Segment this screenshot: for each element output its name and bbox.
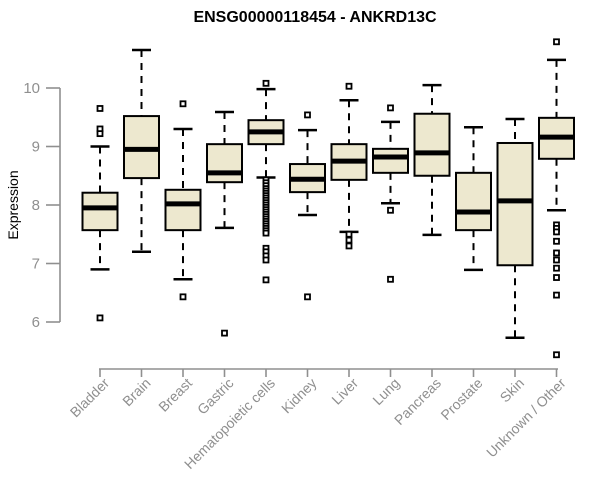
- chart-title: ENSG00000118454 - ANKRD13C: [193, 9, 437, 26]
- outlier-point: [345, 230, 353, 238]
- x-tick-label: Liver: [328, 375, 361, 408]
- plot-area: [81, 38, 575, 359]
- x-tick-label: Skin: [497, 375, 528, 406]
- outlier-point: [262, 79, 270, 87]
- box-prostate: [455, 125, 492, 272]
- outlier-point: [96, 130, 104, 138]
- y-axis-label: Expression: [5, 170, 21, 239]
- outlier-point: [304, 111, 311, 119]
- box-unknown-other: [538, 38, 575, 359]
- box-pancreas: [413, 83, 451, 237]
- x-tick-label: Breast: [155, 375, 195, 415]
- iqr-box: [413, 112, 451, 177]
- outlier-point: [387, 275, 394, 283]
- x-tick-label: Unknown / Other: [483, 375, 569, 461]
- x-tick-label: Prostate: [437, 375, 485, 423]
- outlier-point: [553, 256, 560, 264]
- y-tick-label: 10: [23, 80, 40, 97]
- iqr-box: [164, 188, 202, 232]
- x-tick-label: Bladder: [67, 375, 113, 421]
- box-hematopoietic-cells: [247, 79, 285, 284]
- iqr-box: [455, 171, 492, 232]
- outlier-point: [304, 293, 311, 301]
- outlier-point: [553, 237, 560, 245]
- box-breast: [164, 100, 202, 301]
- iqr-box: [81, 191, 119, 232]
- x-tick-label: Kidney: [278, 375, 320, 417]
- box-kidney: [289, 111, 326, 301]
- outlier-point: [553, 249, 560, 257]
- x-tick-label: Brain: [119, 375, 153, 409]
- outlier-point: [387, 104, 394, 112]
- y-tick-label: 7: [32, 256, 40, 273]
- outlier-point: [96, 314, 104, 322]
- outlier-point: [553, 38, 560, 46]
- box-gastric: [206, 110, 243, 337]
- outlier-point: [345, 82, 353, 90]
- y-tick-label: 9: [32, 139, 40, 156]
- outlier-point: [262, 229, 270, 237]
- outlier-point: [262, 276, 270, 284]
- outlier-point: [553, 274, 560, 281]
- y-tick-label: 6: [32, 314, 40, 331]
- box-bladder: [81, 105, 119, 322]
- box-liver: [330, 82, 368, 250]
- outlier-point: [553, 264, 560, 272]
- outlier-point: [345, 242, 353, 250]
- outlier-point: [179, 293, 187, 301]
- box-lung: [372, 104, 409, 283]
- outlier-point: [96, 105, 104, 112]
- outlier-point: [179, 100, 187, 108]
- y-tick-label: 8: [32, 197, 40, 214]
- outlier-point: [553, 228, 560, 236]
- outlier-point: [345, 236, 353, 244]
- iqr-box: [496, 141, 534, 267]
- box-skin: [496, 117, 534, 340]
- outlier-point: [221, 329, 228, 337]
- outlier-point: [387, 206, 394, 214]
- outlier-point: [262, 256, 270, 264]
- iqr-box: [206, 143, 243, 184]
- iqr-box: [372, 147, 409, 174]
- outlier-point: [553, 351, 560, 359]
- outlier-point: [553, 291, 560, 299]
- box-brain: [123, 48, 160, 254]
- x-tick-label: Lung: [369, 375, 402, 408]
